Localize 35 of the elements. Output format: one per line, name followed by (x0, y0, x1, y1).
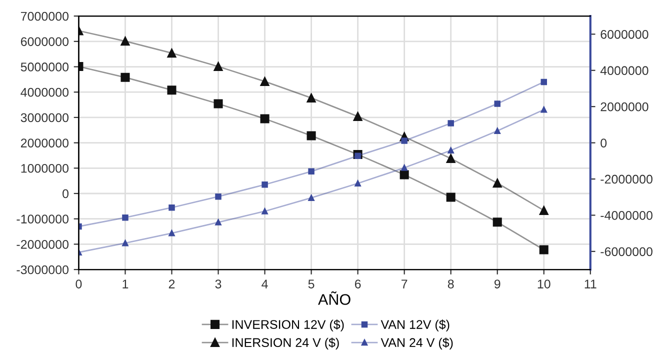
y2-tick-label: -6000000 (600, 247, 652, 256)
legend-label: INVERSION 12V ($) (232, 320, 344, 332)
x-tick-label: 8 (448, 280, 454, 288)
x-tick-label: 6 (354, 280, 361, 288)
y-tick-label: 0 (62, 189, 69, 198)
y-tick-label: 5000000 (20, 62, 69, 72)
y2-tick-label: 6000000 (600, 30, 648, 39)
y-tick-label: 1000000 (21, 164, 69, 173)
y-tick-label: 7000000 (20, 12, 69, 21)
x-tick-label: 7 (402, 280, 408, 288)
legend-label: VAN 12V ($) (380, 320, 450, 332)
x-tick-label: 3 (215, 280, 222, 288)
x-tick-label: 11 (584, 280, 596, 288)
x-tick-label: 2 (168, 280, 175, 288)
legend-label: INERSION 24 V ($) (232, 338, 339, 350)
y-tick-label: -2000000 (16, 240, 69, 249)
y-tick-label: 2000000 (20, 138, 69, 148)
y2-tick-label: 0 (600, 138, 607, 148)
x-tick-label: 0 (76, 280, 82, 288)
x-tick-label: 9 (494, 280, 500, 288)
x-tick-label: 4 (262, 280, 268, 288)
legend-label: VAN 24 V ($) (380, 338, 453, 350)
x-tick-label: 10 (538, 280, 550, 288)
y2-tick-label: -4000000 (600, 211, 652, 220)
y2-tick-label: 4000000 (600, 66, 648, 76)
y-tick-label: 3000000 (20, 113, 69, 122)
y-tick-label: -3000000 (16, 265, 69, 274)
x-axis-title: AÑO (318, 291, 350, 305)
y-tick-label: -1000000 (16, 214, 69, 224)
y2-tick-label: -2000000 (600, 174, 652, 184)
y2-tick-label: 2000000 (600, 102, 648, 112)
x-tick-label: 1 (122, 280, 128, 288)
x-tick-label: 5 (308, 280, 314, 288)
y-tick-label: 6000000 (20, 37, 69, 46)
y-tick-label: 4000000 (20, 88, 69, 97)
